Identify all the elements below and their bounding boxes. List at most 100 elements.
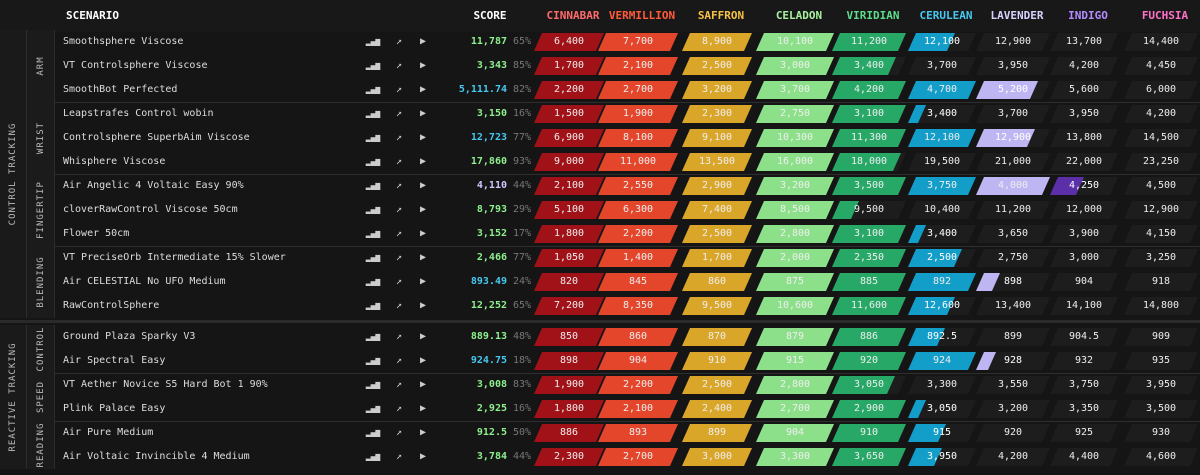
rank-cell-saffron: 8,900 bbox=[681, 30, 753, 54]
scenario-name[interactable]: Leapstrafes Control wobin bbox=[63, 108, 214, 119]
play-icon[interactable]: ▶ bbox=[419, 60, 427, 71]
stats-icon[interactable]: ▂▄▆ bbox=[365, 37, 381, 46]
scenario-name[interactable]: cloverRawControl Viscose 50cm bbox=[63, 204, 238, 215]
stats-icon[interactable]: ▂▄▆ bbox=[365, 229, 381, 238]
scenario-name[interactable]: Air Angelic 4 Voltaic Easy 90% bbox=[63, 180, 244, 191]
play-icon[interactable]: ▶ bbox=[419, 252, 427, 263]
scenario-name[interactable]: Air Voltaic Invincible 4 Medium bbox=[63, 451, 250, 462]
play-icon[interactable]: ▶ bbox=[419, 451, 427, 462]
play-icon[interactable]: ▶ bbox=[419, 276, 427, 287]
scenario-name[interactable]: VT Controlsphere Viscose bbox=[63, 60, 208, 71]
rank-threshold-value: 915 bbox=[785, 355, 805, 366]
header-rank-celadon[interactable]: CELADON bbox=[775, 9, 823, 22]
rank-threshold-value: 1,400 bbox=[622, 252, 654, 263]
rank-cell-saffron: 2,500 bbox=[681, 222, 753, 246]
play-icon[interactable]: ▶ bbox=[419, 427, 427, 438]
trend-icon[interactable]: ↗ bbox=[395, 403, 403, 414]
stats-icon[interactable]: ▂▄▆ bbox=[365, 332, 381, 341]
scenario-name[interactable]: SmoothBot Perfected bbox=[63, 84, 178, 95]
scenario-name[interactable]: Controlsphere SuperbAim Viscose bbox=[63, 132, 250, 143]
trend-icon[interactable]: ↗ bbox=[395, 180, 403, 191]
trend-icon[interactable]: ↗ bbox=[395, 228, 403, 239]
rank-cell-lavender: 899 bbox=[975, 325, 1051, 349]
scenario-name[interactable]: Ground Plaza Sparky V3 bbox=[63, 331, 196, 342]
header-rank-cinnabar[interactable]: CINNABAR bbox=[546, 9, 600, 22]
stats-icon[interactable]: ▂▄▆ bbox=[365, 181, 381, 190]
score-value: 3,784 bbox=[476, 451, 507, 462]
header-rank-lavender[interactable]: LAVENDER bbox=[990, 9, 1044, 22]
stats-icon[interactable]: ▂▄▆ bbox=[365, 404, 381, 413]
play-icon[interactable]: ▶ bbox=[419, 403, 427, 414]
rank-cell-cerulean: 915 bbox=[907, 421, 977, 445]
trend-icon[interactable]: ↗ bbox=[395, 276, 403, 287]
subcategory-divider bbox=[27, 174, 1200, 175]
stats-icon[interactable]: ▂▄▆ bbox=[365, 301, 381, 310]
trend-icon[interactable]: ↗ bbox=[395, 132, 403, 143]
scenario-name[interactable]: Flower 50cm bbox=[63, 228, 130, 239]
play-icon[interactable]: ▶ bbox=[419, 36, 427, 47]
trend-icon[interactable]: ↗ bbox=[395, 300, 403, 311]
scenario-name[interactable]: Plink Palace Easy bbox=[63, 403, 166, 414]
stats-icon[interactable]: ▂▄▆ bbox=[365, 253, 381, 262]
play-icon[interactable]: ▶ bbox=[419, 132, 427, 143]
rank-cell-celadon: 875 bbox=[755, 270, 835, 294]
header-score[interactable]: SCORE bbox=[473, 9, 507, 22]
header-rank-saffron[interactable]: SAFFRON bbox=[697, 9, 745, 22]
trend-icon[interactable]: ↗ bbox=[395, 379, 403, 390]
header-rank-fuchsia[interactable]: FUCHSIA bbox=[1141, 9, 1189, 22]
trend-icon[interactable]: ↗ bbox=[395, 252, 403, 263]
trend-icon[interactable]: ↗ bbox=[395, 331, 403, 342]
trend-icon[interactable]: ↗ bbox=[395, 84, 403, 95]
trend-icon[interactable]: ↗ bbox=[395, 451, 403, 462]
stats-icon[interactable]: ▂▄▆ bbox=[365, 133, 381, 142]
stats-icon[interactable]: ▂▄▆ bbox=[365, 85, 381, 94]
trend-icon[interactable]: ↗ bbox=[395, 204, 403, 215]
stats-icon[interactable]: ▂▄▆ bbox=[365, 157, 381, 166]
rank-threshold-value: 7,400 bbox=[701, 204, 733, 215]
scenario-name[interactable]: Air CELESTIAL No UFO Medium bbox=[63, 276, 226, 287]
stats-icon[interactable]: ▂▄▆ bbox=[365, 109, 381, 118]
play-icon[interactable]: ▶ bbox=[419, 379, 427, 390]
play-icon[interactable]: ▶ bbox=[419, 84, 427, 95]
rank-threshold-value: 899 bbox=[1003, 331, 1023, 342]
trend-icon[interactable]: ↗ bbox=[395, 108, 403, 119]
header-rank-vermillion[interactable]: VERMILLION bbox=[608, 9, 676, 22]
scenario-name[interactable]: Air Pure Medium bbox=[63, 427, 154, 438]
score-percent: 17% bbox=[513, 228, 532, 239]
scenario-name[interactable]: Smoothsphere Viscose bbox=[63, 36, 184, 47]
scenario-name[interactable]: RawControlSphere bbox=[63, 300, 160, 311]
header-rank-indigo[interactable]: INDIGO bbox=[1068, 9, 1108, 22]
stats-icon[interactable]: ▂▄▆ bbox=[365, 356, 381, 365]
trend-icon[interactable]: ↗ bbox=[395, 427, 403, 438]
trend-icon[interactable]: ↗ bbox=[395, 156, 403, 167]
header-scenario[interactable]: SCENARIO bbox=[66, 9, 119, 22]
trend-icon[interactable]: ↗ bbox=[395, 355, 403, 366]
play-icon[interactable]: ▶ bbox=[419, 108, 427, 119]
play-icon[interactable]: ▶ bbox=[419, 355, 427, 366]
play-icon[interactable]: ▶ bbox=[419, 228, 427, 239]
play-icon[interactable]: ▶ bbox=[419, 204, 427, 215]
stats-icon[interactable]: ▂▄▆ bbox=[365, 380, 381, 389]
trend-icon[interactable]: ↗ bbox=[395, 36, 403, 47]
header-rank-cerulean[interactable]: CERULEAN bbox=[919, 9, 973, 22]
play-icon[interactable]: ▶ bbox=[419, 180, 427, 191]
play-icon[interactable]: ▶ bbox=[419, 331, 427, 342]
rank-cell-vermillion: 2,700 bbox=[597, 445, 679, 469]
scenario-name[interactable]: VT PreciseOrb Intermediate 15% Slower bbox=[63, 252, 286, 263]
scenario-name[interactable]: VT Aether Novice S5 Hard Bot 1 90% bbox=[63, 379, 268, 390]
play-icon[interactable]: ▶ bbox=[419, 156, 427, 167]
score-value: 11,787 bbox=[470, 36, 507, 47]
trend-icon[interactable]: ↗ bbox=[395, 60, 403, 71]
stats-icon[interactable]: ▂▄▆ bbox=[365, 61, 381, 70]
score-percent: 16% bbox=[513, 108, 532, 119]
scenario-name[interactable]: Air Spectral Easy bbox=[63, 355, 166, 366]
play-icon[interactable]: ▶ bbox=[419, 300, 427, 311]
scenario-name[interactable]: Whisphere Viscose bbox=[63, 156, 166, 167]
rank-cell-indigo: 3,000 bbox=[1049, 246, 1119, 270]
stats-icon[interactable]: ▂▄▆ bbox=[365, 428, 381, 437]
header-rank-viridian[interactable]: VIRIDIAN bbox=[846, 9, 900, 22]
stats-icon[interactable]: ▂▄▆ bbox=[365, 205, 381, 214]
stats-icon[interactable]: ▂▄▆ bbox=[365, 452, 381, 461]
stats-icon[interactable]: ▂▄▆ bbox=[365, 277, 381, 286]
rank-threshold-value: 8,350 bbox=[622, 300, 654, 311]
